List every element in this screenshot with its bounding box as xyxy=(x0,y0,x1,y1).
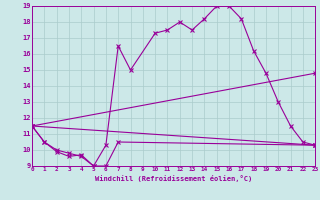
X-axis label: Windchill (Refroidissement éolien,°C): Windchill (Refroidissement éolien,°C) xyxy=(95,175,252,182)
